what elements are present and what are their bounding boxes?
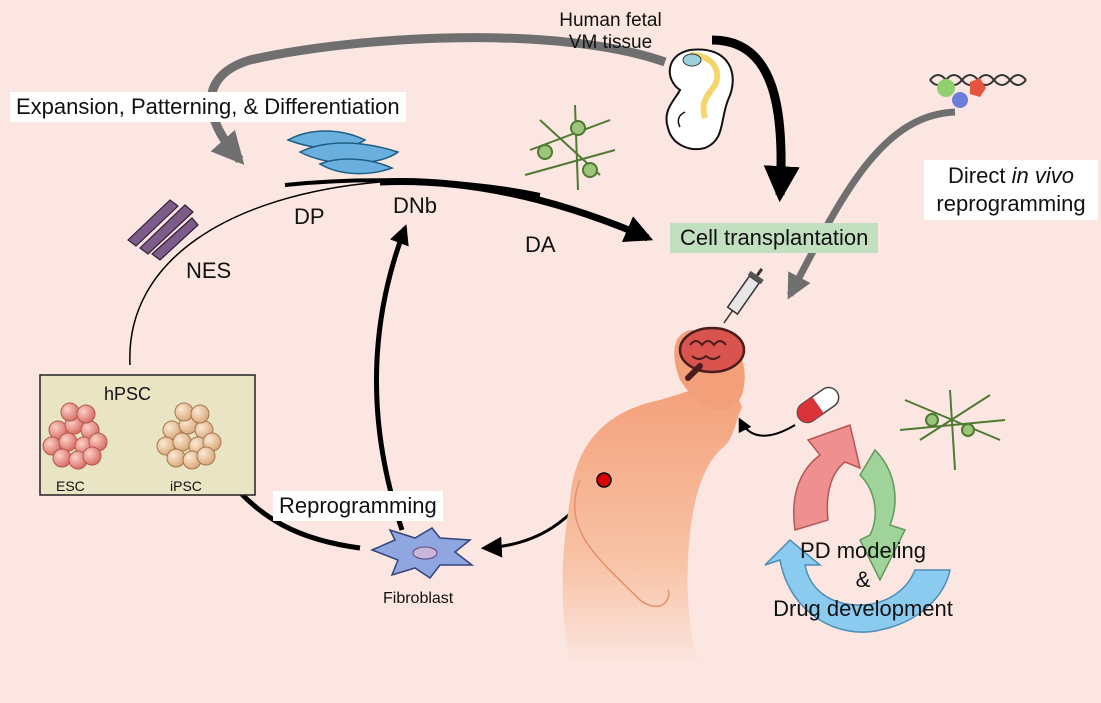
in-vivo-label-line2: reprogramming bbox=[936, 191, 1086, 216]
in-vivo-label: Direct in vivo reprogramming bbox=[924, 160, 1098, 220]
fibroblast-label: Fibroblast bbox=[383, 590, 454, 607]
esc-colony-icon bbox=[42, 402, 108, 470]
hpsc-box bbox=[39, 374, 256, 496]
pd-cycle-icon bbox=[764, 424, 951, 633]
fetal-tissue-label-line1: Human fetal bbox=[559, 10, 662, 31]
fibroblast-to-dnb-arrow bbox=[374, 224, 409, 531]
da-label: DA bbox=[525, 232, 556, 257]
syringe-icon bbox=[723, 268, 764, 324]
in-vivo-arrow bbox=[786, 108, 956, 300]
in-vivo-label-direct: Direct bbox=[948, 163, 1006, 188]
dnb-label: DNb bbox=[393, 193, 438, 218]
da-neurons-icon bbox=[524, 104, 616, 191]
fetal-to-transplant-arrow bbox=[711, 35, 800, 203]
differentiation-mid-arrow bbox=[284, 178, 541, 197]
cell-transplantation-label: Cell transplantation bbox=[670, 223, 879, 253]
fetal-tissue-label-line2: VM tissue bbox=[568, 32, 653, 53]
dp-cells-icon bbox=[286, 130, 400, 175]
in-vivo-label-italic: in vivo bbox=[1011, 163, 1074, 188]
drug-development-text: Drug development bbox=[773, 596, 953, 621]
hpsc-label: hPSC bbox=[104, 384, 152, 404]
nes-cells-icon bbox=[127, 199, 199, 261]
drug-arrow bbox=[738, 417, 796, 437]
brain-icon bbox=[678, 326, 746, 381]
pill-icon bbox=[796, 386, 840, 424]
biopsy-site-icon bbox=[596, 472, 612, 488]
expansion-label: Expansion, Patterning, & Differentiation bbox=[10, 92, 406, 122]
pd-modeling-label: PD modeling & Drug development bbox=[752, 536, 974, 623]
fetus-icon bbox=[665, 48, 734, 150]
ipsc-colony-icon bbox=[156, 402, 222, 470]
patient-figure bbox=[562, 330, 745, 665]
reprogramming-label: Reprogramming bbox=[273, 491, 443, 521]
ipsc-label: iPSC bbox=[170, 478, 202, 494]
esc-label: ESC bbox=[56, 478, 85, 494]
pd-ampersand-text: & bbox=[855, 567, 871, 592]
pd-modeling-text: PD modeling bbox=[800, 538, 926, 563]
fetal-tissue-label: Human fetal VM tissue bbox=[548, 10, 673, 54]
nes-label: NES bbox=[186, 258, 232, 283]
dp-label: DP bbox=[294, 204, 325, 229]
differentiation-path bbox=[129, 181, 381, 366]
fibroblast-icon bbox=[370, 527, 475, 580]
model-neurons-icon bbox=[899, 389, 1006, 471]
dna-icon bbox=[929, 74, 1027, 108]
